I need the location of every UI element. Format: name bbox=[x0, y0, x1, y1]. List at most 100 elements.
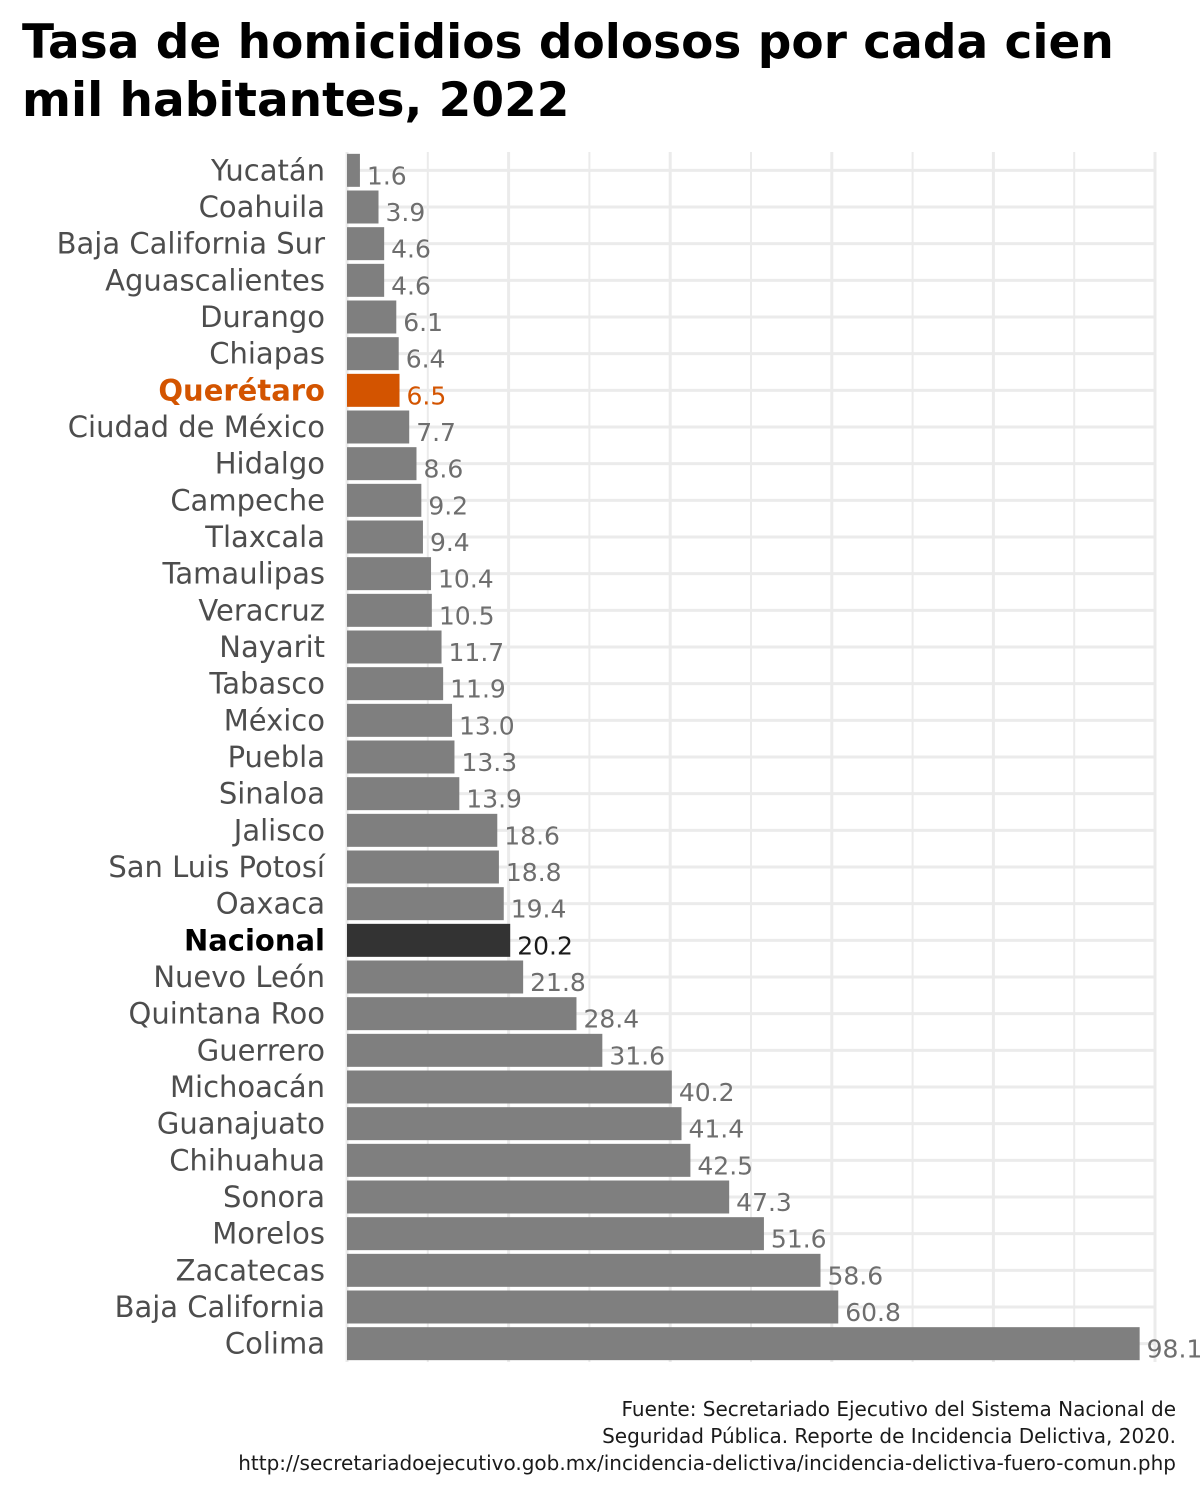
bar bbox=[347, 337, 399, 371]
category-label: Campeche bbox=[170, 483, 325, 517]
bar bbox=[347, 557, 432, 591]
bar bbox=[347, 1217, 764, 1251]
category-label: Guerrero bbox=[197, 1033, 325, 1067]
bar bbox=[347, 263, 385, 297]
category-label: Sonora bbox=[223, 1180, 325, 1214]
value-label: 1.6 bbox=[367, 161, 407, 190]
value-label: 21.8 bbox=[530, 968, 586, 997]
value-label: 28.4 bbox=[583, 1005, 639, 1034]
value-label: 60.8 bbox=[845, 1298, 901, 1327]
category-label: Zacatecas bbox=[176, 1253, 325, 1287]
bar bbox=[347, 190, 379, 224]
bar bbox=[347, 667, 444, 701]
bar bbox=[347, 1107, 682, 1141]
bar bbox=[347, 520, 423, 554]
bar bbox=[347, 1290, 839, 1324]
category-label: Chihuahua bbox=[169, 1143, 325, 1177]
value-label: 19.4 bbox=[511, 895, 567, 924]
category-label: Morelos bbox=[212, 1217, 325, 1251]
category-label: Guanajuato bbox=[157, 1107, 325, 1141]
value-label: 4.6 bbox=[391, 235, 431, 264]
bar bbox=[347, 1253, 821, 1287]
bar bbox=[347, 740, 455, 774]
bar bbox=[347, 887, 504, 921]
bar bbox=[347, 447, 417, 481]
bar bbox=[347, 923, 511, 957]
value-label: 6.1 bbox=[403, 308, 443, 337]
value-label: 9.4 bbox=[430, 528, 470, 557]
value-label: 6.4 bbox=[406, 345, 446, 374]
value-label: 40.2 bbox=[679, 1078, 735, 1107]
category-label: Chiapas bbox=[209, 337, 325, 371]
category-label: Sinaloa bbox=[219, 777, 325, 811]
source-note: Fuente: Secretariado Ejecutivo del Siste… bbox=[16, 1396, 1176, 1477]
value-label: 9.2 bbox=[428, 491, 468, 520]
bar bbox=[347, 300, 397, 334]
bar bbox=[347, 997, 577, 1031]
bar bbox=[347, 1033, 603, 1067]
category-label: Yucatán bbox=[210, 153, 325, 187]
bar bbox=[347, 630, 442, 664]
category-label: Querétaro bbox=[158, 373, 325, 407]
value-label: 18.8 bbox=[506, 858, 562, 887]
bars bbox=[347, 153, 1140, 1361]
bar bbox=[347, 373, 400, 407]
bar bbox=[347, 813, 498, 847]
bar bbox=[347, 227, 385, 261]
value-label: 13.3 bbox=[461, 748, 517, 777]
value-labels: 1.6 3.9 4.6 4.6 6.1 6.4 6.5 7.7 8.6 9.2 9.4 10.4 10.… bbox=[367, 161, 1200, 1363]
grid-lines bbox=[345, 152, 1157, 1362]
category-label: México bbox=[224, 703, 325, 737]
value-label: 11.7 bbox=[449, 638, 505, 667]
value-label: 13.9 bbox=[466, 785, 522, 814]
value-label: 6.5 bbox=[407, 381, 447, 410]
bar bbox=[347, 593, 432, 627]
value-label: 42.5 bbox=[697, 1151, 753, 1180]
value-label: 8.6 bbox=[423, 455, 463, 484]
source-line-3: http://secretariadoejecutivo.gob.mx/inci… bbox=[238, 1451, 1176, 1475]
category-label: Jalisco bbox=[232, 813, 325, 847]
category-label: Ciudad de México bbox=[68, 410, 325, 444]
category-label: Puebla bbox=[228, 740, 325, 774]
category-label: Tamaulipas bbox=[162, 557, 326, 591]
value-label: 58.6 bbox=[827, 1261, 883, 1290]
category-label: Durango bbox=[200, 300, 325, 334]
category-label: Hidalgo bbox=[215, 447, 325, 481]
value-label: 98.1 bbox=[1147, 1335, 1200, 1364]
value-label: 13.0 bbox=[459, 711, 515, 740]
value-label: 47.3 bbox=[736, 1188, 792, 1217]
bar bbox=[347, 153, 360, 187]
chart-title: Tasa de homicidios dolosos por cada cien… bbox=[22, 15, 1114, 128]
category-label: San Luis Potosí bbox=[108, 850, 326, 884]
value-label: 51.6 bbox=[771, 1225, 827, 1254]
value-label: 3.9 bbox=[386, 198, 426, 227]
bar bbox=[347, 1143, 691, 1177]
bar bbox=[347, 777, 460, 811]
bar bbox=[347, 1070, 672, 1104]
value-label: 20.2 bbox=[517, 931, 573, 960]
source-line-1: Fuente: Secretariado Ejecutivo del Siste… bbox=[621, 1397, 1177, 1421]
value-label: 11.9 bbox=[450, 675, 506, 704]
category-label: Quintana Roo bbox=[129, 997, 326, 1031]
category-label: Veracruz bbox=[198, 593, 325, 627]
category-label: Aguascalientes bbox=[105, 263, 325, 297]
bar bbox=[347, 960, 524, 994]
category-label: Nayarit bbox=[219, 630, 325, 664]
value-label: 41.4 bbox=[689, 1115, 745, 1144]
category-label: Colima bbox=[225, 1327, 325, 1361]
value-label: 10.5 bbox=[439, 601, 495, 630]
value-label: 31.6 bbox=[609, 1041, 665, 1070]
category-label: Nacional bbox=[184, 923, 325, 957]
value-label: 10.4 bbox=[438, 565, 494, 594]
bar bbox=[347, 410, 410, 444]
category-label: Nuevo León bbox=[153, 960, 325, 994]
source-line-2: Seguridad Pública. Reporte de Incidencia… bbox=[602, 1424, 1176, 1448]
category-label: Tlaxcala bbox=[204, 520, 325, 554]
value-label: 18.6 bbox=[504, 821, 560, 850]
category-label: Coahuila bbox=[199, 190, 325, 224]
value-label: 4.6 bbox=[391, 271, 431, 300]
category-label: Michoacán bbox=[170, 1070, 325, 1104]
category-label: Baja California Sur bbox=[57, 227, 325, 261]
